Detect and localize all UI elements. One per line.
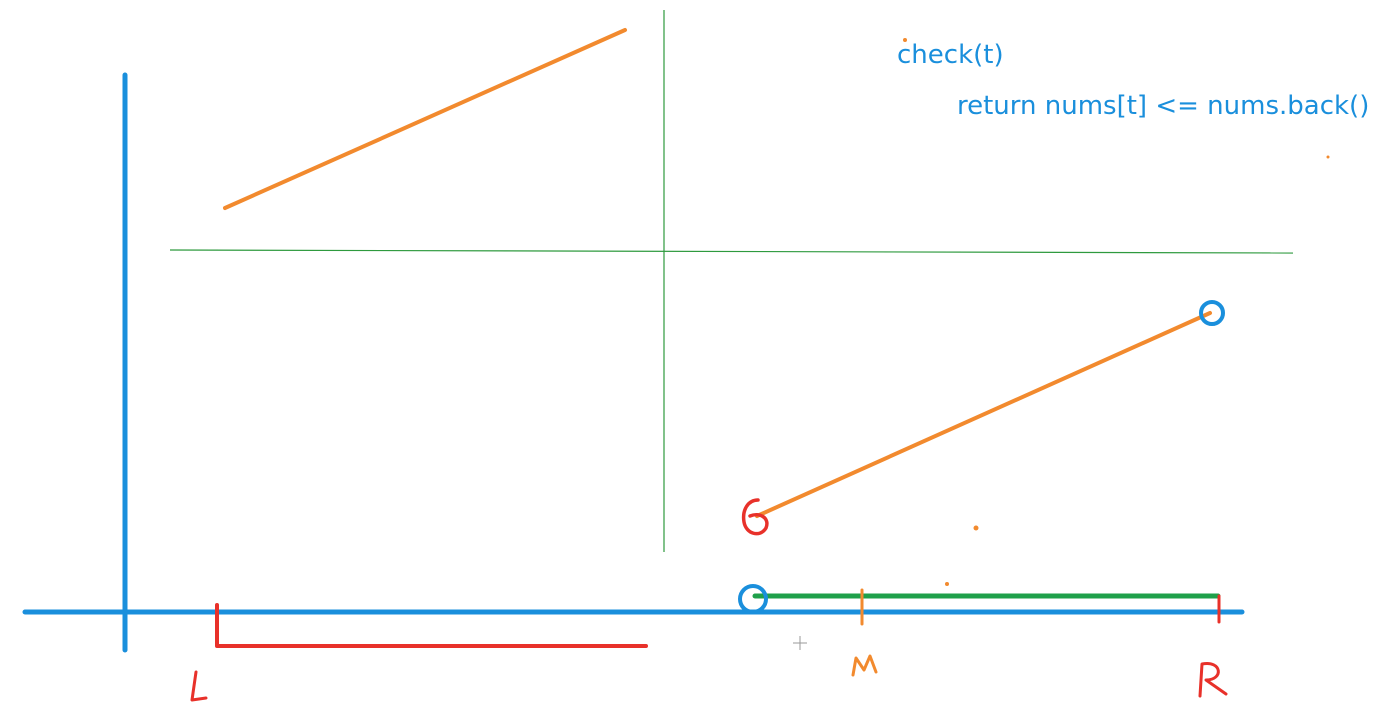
segment-start-mark — [741, 498, 769, 536]
code-check-signature: check(t) — [897, 40, 1004, 70]
label-r: R — [1198, 662, 1228, 698]
cursor-crosshair-icon — [793, 636, 807, 650]
label-l: L — [190, 670, 208, 702]
range-start-circle — [738, 584, 768, 614]
lower-ascending-segment — [755, 311, 1212, 518]
stray-dot — [945, 582, 949, 586]
left-range-bracket — [215, 603, 648, 648]
stray-dot — [973, 525, 979, 531]
code-return-statement: return nums[t] <= nums.back() — [957, 91, 1370, 121]
segment-end-circle — [1199, 300, 1225, 326]
horizontal-divider — [169, 249, 1294, 254]
label-m: M — [851, 654, 878, 677]
stray-dot — [1326, 155, 1330, 159]
upper-ascending-segment — [223, 28, 627, 210]
stray-dot — [903, 38, 907, 42]
